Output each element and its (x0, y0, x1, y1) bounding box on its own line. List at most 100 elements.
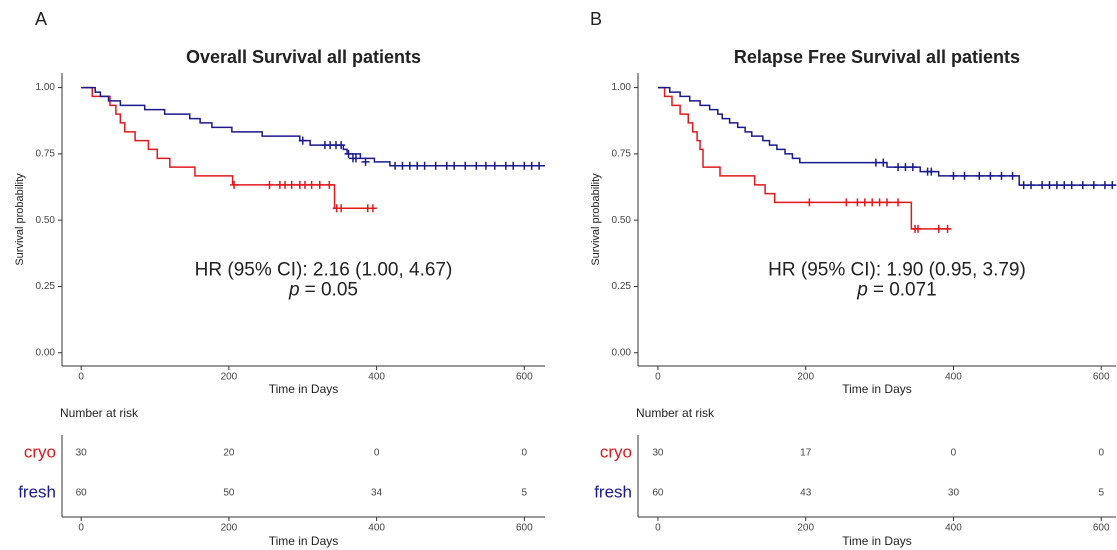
risk-x-tick-label: 600 (516, 523, 533, 534)
censor-mark (1038, 181, 1047, 190)
survival-curve (81, 86, 545, 167)
censor-mark (875, 198, 884, 207)
risk-count: 5 (1098, 488, 1104, 499)
censor-mark (1019, 181, 1028, 190)
censor-mark (298, 136, 307, 145)
censor-mark (509, 161, 518, 170)
y-tick-label: 0.75 (612, 149, 632, 160)
x-tick-label: 200 (797, 372, 814, 383)
censor-mark (1060, 181, 1069, 190)
censor-mark (914, 224, 923, 233)
risk-row-label: cryo (600, 442, 632, 461)
risk-count: 30 (948, 488, 960, 499)
risk-x-tick-label: 200 (221, 523, 238, 534)
risk-x-tick-label: 0 (78, 523, 84, 534)
censor-mark (391, 161, 400, 170)
risk-count: 30 (76, 448, 88, 459)
censor-mark (986, 171, 995, 180)
censor-mark (442, 161, 451, 170)
risk-x-axis-label: Time in Days (269, 534, 339, 548)
censor-mark (1008, 171, 1017, 180)
censor-mark (868, 198, 877, 207)
censor-mark (520, 161, 529, 170)
risk-x-axis-label: Time in Days (842, 534, 912, 548)
hr-annotation: HR (95% CI): 2.16 (1.00, 4.67) (195, 260, 453, 281)
censor-mark (472, 161, 481, 170)
censor-mark (927, 167, 936, 176)
risk-count: 0 (951, 448, 957, 459)
censor-mark (1045, 181, 1054, 190)
censor-mark (431, 161, 440, 170)
p-value: = 0.071 (873, 279, 937, 300)
censor-mark (949, 171, 958, 180)
x-tick-label: 600 (516, 372, 533, 383)
censor-mark (908, 163, 917, 172)
y-tick-label: 0.50 (36, 215, 56, 226)
y-tick-label: 0.00 (36, 347, 56, 358)
risk-count: 0 (374, 448, 380, 459)
censor-mark (230, 180, 239, 189)
risk-count: 60 (652, 488, 664, 499)
risk-x-tick-label: 200 (797, 523, 814, 534)
censor-mark (535, 161, 544, 170)
censor-mark (842, 198, 851, 207)
y-tick-label: 1.00 (612, 82, 632, 93)
risk-x-tick-label: 400 (945, 523, 962, 534)
censor-mark (501, 161, 510, 170)
risk-row-label: fresh (18, 482, 56, 501)
censor-mark (368, 204, 377, 213)
censor-mark (265, 180, 274, 189)
censor-mark (351, 154, 360, 163)
risk-count: 5 (522, 488, 528, 499)
censor-mark (882, 198, 891, 207)
chart-title: Overall Survival all patients (186, 47, 421, 67)
risk-count: 20 (223, 448, 235, 459)
x-axis-label: Time in Days (269, 382, 339, 396)
p-value: = 0.05 (305, 279, 358, 300)
censor-mark (413, 161, 422, 170)
censor-mark (1108, 181, 1117, 190)
censor-mark (481, 161, 490, 170)
censor-mark (307, 180, 316, 189)
censor-mark (315, 180, 324, 189)
censor-mark (405, 161, 414, 170)
censor-mark (287, 180, 296, 189)
censor-mark (879, 158, 888, 167)
censor-mark (934, 224, 943, 233)
censor-mark (398, 161, 407, 170)
survival-curve (81, 86, 373, 209)
x-tick-label: 200 (221, 372, 238, 383)
censor-mark (1089, 181, 1098, 190)
censor-mark (337, 204, 346, 213)
censor-mark (1067, 181, 1076, 190)
x-tick-label: 400 (368, 372, 385, 383)
y-tick-label: 0.00 (612, 347, 632, 358)
hr-annotation: HR (95% CI): 1.90 (0.95, 3.79) (768, 260, 1026, 281)
censor-mark (1052, 181, 1061, 190)
risk-row-label: fresh (594, 482, 632, 501)
risk-count: 34 (371, 488, 383, 499)
y-tick-label: 0.25 (612, 281, 632, 292)
risk-count: 30 (652, 448, 664, 459)
censor-mark (361, 157, 370, 166)
p-annotation: p = 0.071 (856, 279, 937, 300)
risk-table-title: Number at risk (60, 406, 139, 420)
x-tick-label: 400 (945, 372, 962, 383)
risk-count: 60 (76, 488, 88, 499)
y-tick-label: 1.00 (36, 82, 56, 93)
x-tick-label: 0 (655, 372, 661, 383)
y-tick-label: 0.75 (36, 149, 56, 160)
y-tick-label: 0.50 (612, 215, 632, 226)
censor-mark (527, 161, 536, 170)
censor-mark (943, 224, 952, 233)
risk-x-tick-label: 0 (655, 523, 661, 534)
p-symbol: p (288, 279, 300, 300)
y-axis-label: Survival probability (590, 173, 602, 266)
risk-count: 43 (800, 488, 812, 499)
censor-mark (325, 180, 334, 189)
risk-table-title: Number at risk (636, 406, 715, 420)
p-annotation: p = 0.05 (288, 279, 358, 300)
panel-label: B (590, 9, 602, 29)
survival-curve (657, 86, 1116, 186)
